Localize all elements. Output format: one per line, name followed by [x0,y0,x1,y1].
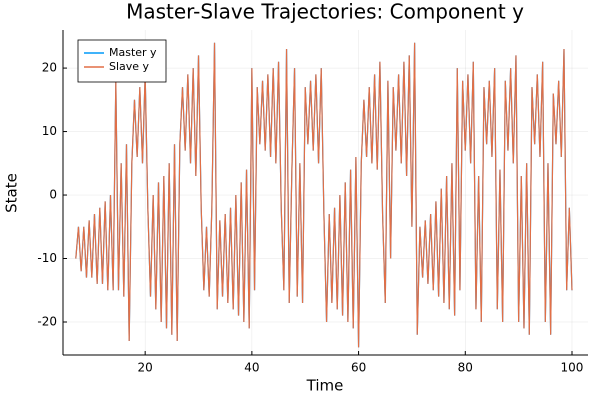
y-tick-label: -20 [37,314,57,328]
legend-box [77,39,167,83]
legend-label: Master y [109,46,157,59]
legend-label: Slave y [109,60,150,73]
x-tick-label: 20 [138,361,153,375]
x-tick-label: 100 [561,361,584,375]
x-tick-label: 80 [458,361,473,375]
x-tick-label: 60 [351,361,366,375]
y-tick-label: -10 [37,251,57,265]
chart-title: Master-Slave Trajectories: Component y [126,0,524,24]
y-tick-label: 20 [42,61,57,75]
y-axis-label: State [3,173,21,213]
y-tick-label: 0 [49,188,57,202]
y-tick-label: 10 [42,124,57,138]
data-line [75,42,573,348]
x-axis-label: Time [306,377,344,395]
x-tick-label: 40 [244,361,259,375]
